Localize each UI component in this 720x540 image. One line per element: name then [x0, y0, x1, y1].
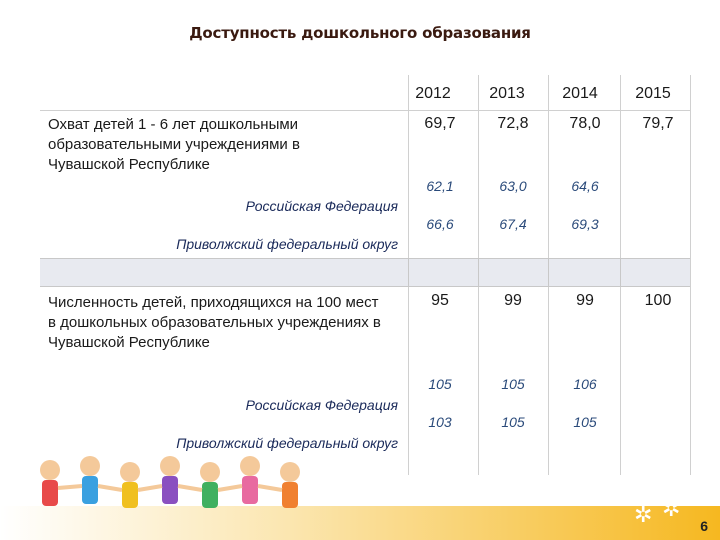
section2-rf-value: 105	[501, 376, 525, 392]
section1-rf-value: 62,1	[426, 178, 454, 194]
section2-value: 95	[431, 292, 449, 309]
section1-rf-label: Российская Федерация	[245, 198, 398, 214]
section2-pfo-value: 103	[428, 414, 452, 430]
year-header: 2014	[562, 85, 598, 102]
section2-value: 99	[504, 292, 522, 309]
section1-label: Охват детей 1 - 6 лет дошкольными образо…	[48, 116, 300, 173]
slide-title: Доступность дошкольного образования	[189, 24, 531, 42]
section2-pfo-label: Приволжский федеральный округ	[176, 435, 398, 451]
section2-value: 100	[644, 292, 672, 309]
section2-pfo-value: 105	[501, 414, 525, 430]
section1-value: 72,8	[497, 115, 529, 132]
section1-value: 78,0	[569, 115, 601, 132]
col-divider	[690, 75, 691, 475]
section2-rf-label: Российская Федерация	[245, 397, 398, 413]
section1-value: 69,7	[424, 115, 456, 132]
section2-label: Численность детей, приходящихся на 100 м…	[48, 294, 381, 351]
section1-pfo-label: Приволжский федеральный округ	[176, 236, 398, 252]
footer-bar	[0, 506, 720, 540]
table-top-line	[40, 110, 690, 111]
section1-rf-value: 64,6	[571, 178, 599, 194]
section1-value: 79,7	[642, 115, 674, 132]
page-number: 6	[700, 518, 708, 534]
section2-pfo-value: 105	[573, 414, 597, 430]
section2-value: 99	[576, 292, 594, 309]
section2-rf-value: 105	[428, 376, 452, 392]
section1-rf-value: 63,0	[499, 178, 527, 194]
children-illustration-icon	[40, 456, 300, 508]
section1-pfo-value: 66,6	[426, 216, 454, 232]
section2-rf-value: 106	[573, 376, 597, 392]
spacer-row	[40, 258, 690, 287]
star-icon: ✲	[662, 496, 681, 521]
year-header: 2015	[635, 85, 671, 102]
section1-pfo-value: 69,3	[571, 216, 599, 232]
year-header: 2012	[415, 85, 451, 102]
section1-pfo-value: 67,4	[499, 216, 527, 232]
star-icon: ✲	[634, 502, 653, 527]
year-header: 2013	[489, 85, 525, 102]
